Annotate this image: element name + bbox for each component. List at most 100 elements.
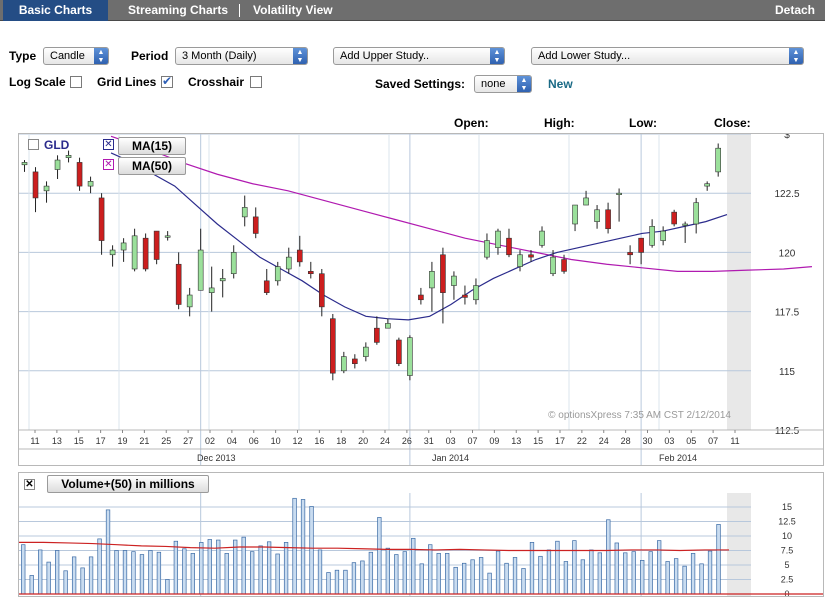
candle-up — [109, 249, 116, 256]
candle-up — [65, 155, 72, 158]
volume-bar — [657, 540, 662, 595]
candle-up — [572, 204, 578, 225]
ma50-line — [110, 135, 813, 272]
candle-down — [307, 271, 314, 275]
volume-bar — [80, 567, 85, 595]
type-select[interactable]: Candle ▲ ▼ — [43, 47, 109, 65]
candle-up — [54, 159, 61, 170]
candle-up — [241, 207, 248, 218]
volume-bar — [165, 579, 170, 595]
open-label: Open: — [454, 116, 489, 130]
volume-bar — [182, 548, 187, 595]
volume-axis-tick-label: 0 — [784, 589, 789, 596]
ma50-toggle-checkbox[interactable]: ✕ — [103, 159, 114, 170]
lower-study-select[interactable]: Add Lower Study... ▲ ▼ — [531, 47, 804, 65]
candle-up — [495, 230, 501, 248]
volume-bar — [258, 545, 263, 595]
x-axis-tick-label: 06 — [249, 436, 259, 446]
x-axis-tick-label: 25 — [161, 436, 171, 446]
ma50-button[interactable]: MA(50) — [118, 157, 186, 175]
volume-bar — [453, 566, 458, 595]
volume-axis-tick-label: 5 — [784, 560, 789, 570]
volume-bar — [233, 539, 238, 595]
tab-volatility-view[interactable]: Volatility View — [253, 3, 333, 17]
candle-down — [396, 339, 402, 364]
x-axis-tick-label: 19 — [117, 436, 127, 446]
current-day-strip — [727, 134, 751, 430]
volume-bar — [317, 549, 323, 595]
volume-bar — [266, 541, 272, 595]
price-axis-tick-label: 115 — [779, 367, 795, 378]
x-axis-tick-label: 28 — [621, 436, 631, 446]
volume-bar — [665, 561, 670, 595]
saved-settings-select[interactable]: none ▲ ▼ — [474, 75, 532, 93]
volume-bar — [428, 544, 433, 595]
x-axis-tick-label: 13 — [511, 436, 521, 446]
volume-bar — [546, 549, 552, 595]
price-axis-tick-label: 112.5 — [775, 426, 800, 437]
log-scale-checkbox[interactable] — [70, 76, 82, 88]
volume-bar — [377, 517, 382, 595]
volume-bar — [648, 551, 653, 595]
volume-bar — [623, 552, 628, 595]
chevron-updown-icon: ▲ ▼ — [517, 76, 531, 92]
ma15-toggle-checkbox[interactable]: ✕ — [103, 139, 114, 150]
volume-chart[interactable]: 15 12.5 10 7.5 5 2.5 0 — [19, 473, 823, 596]
grid-lines-label: Grid Lines — [97, 75, 157, 89]
volume-bar — [436, 553, 441, 595]
candle-up — [473, 285, 479, 301]
volume-bar — [445, 553, 450, 595]
candle-down — [440, 254, 446, 293]
candle-down — [318, 273, 325, 308]
volume-bar — [63, 570, 68, 595]
symbol-label: GLD — [44, 138, 70, 152]
detach-link[interactable]: Detach — [775, 3, 816, 17]
x-axis-tick-label: 15 — [533, 436, 543, 446]
high-label: High: — [544, 116, 575, 130]
volume-bar — [326, 572, 331, 595]
volume-bar — [300, 499, 306, 595]
volume-bar — [199, 542, 204, 595]
candle-down — [462, 294, 468, 298]
volume-bar — [411, 537, 416, 595]
volume-bar — [631, 551, 636, 595]
x-axis-tick-label: 18 — [336, 436, 346, 446]
upper-study-select[interactable]: Add Upper Study.. ▲ ▼ — [333, 47, 505, 65]
candle-up — [363, 346, 369, 357]
month-label: Feb 2014 — [659, 453, 697, 463]
x-axis-tick-label: 15 — [74, 436, 84, 446]
candle-up — [341, 356, 347, 372]
candle-up — [131, 235, 138, 270]
volume-study-button[interactable]: Volume+(50) in millions — [47, 475, 209, 493]
period-select[interactable]: 3 Month (Daily) ▲ ▼ — [175, 47, 308, 65]
candle-up — [539, 230, 545, 246]
gld-toggle-checkbox[interactable] — [28, 139, 39, 150]
crosshair-label: Crosshair — [188, 75, 245, 89]
x-axis-tick-label: 12 — [292, 436, 302, 446]
volume-bar — [690, 553, 696, 595]
volume-bar — [640, 560, 645, 595]
ma15-button[interactable]: MA(15) — [118, 137, 186, 155]
volume-bar — [716, 524, 721, 595]
volume-toggle-checkbox[interactable]: ✕ — [24, 479, 35, 490]
chevron-updown-icon: ▲ ▼ — [789, 48, 803, 64]
candle-up — [21, 162, 28, 166]
new-settings-link[interactable]: New — [548, 77, 573, 91]
grid-lines-checkbox[interactable] — [161, 74, 173, 88]
x-axis-tick-label: 27 — [183, 436, 193, 446]
volume-bar — [241, 536, 246, 595]
x-axis-tick-label: 31 — [424, 436, 434, 446]
type-select-value: Candle — [50, 50, 85, 62]
volume-bar — [275, 553, 280, 595]
month-label: Jan 2014 — [432, 453, 469, 463]
crosshair-checkbox[interactable] — [250, 76, 262, 88]
tab-basic-charts[interactable]: Basic Charts — [3, 0, 108, 21]
candle-down — [263, 280, 270, 293]
price-chart[interactable]: $122.5 120 117.5 115 112.5 11 13 15 17 19 21 25 27 02… — [19, 134, 823, 465]
volume-bar — [394, 554, 399, 595]
tab-streaming-charts[interactable]: Streaming Charts — [128, 3, 229, 17]
period-label: Period — [131, 49, 169, 63]
candle-down — [98, 197, 105, 241]
candle-up — [429, 271, 435, 289]
x-axis-tick-label: 30 — [642, 436, 652, 446]
